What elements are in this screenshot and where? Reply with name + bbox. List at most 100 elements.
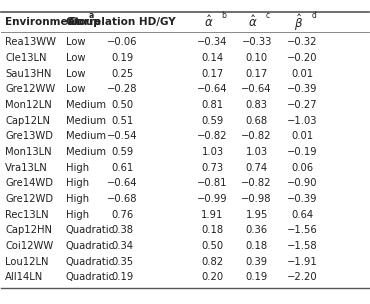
Text: $\hat{\beta}$: $\hat{\beta}$ [294,12,303,33]
Text: Low: Low [65,53,85,63]
Text: 0.20: 0.20 [202,272,223,282]
Text: 0.59: 0.59 [201,116,224,126]
Text: Sau13HN: Sau13HN [5,69,51,79]
Text: −0.28: −0.28 [107,85,138,95]
Text: Cap12LN: Cap12LN [5,116,50,126]
Text: Mon13LN: Mon13LN [5,147,52,157]
Text: −0.90: −0.90 [287,178,318,188]
Text: 1.95: 1.95 [245,210,268,220]
Text: Quadratic: Quadratic [65,257,115,267]
Text: 1.03: 1.03 [202,147,223,157]
Text: Coi12WW: Coi12WW [5,241,53,251]
Text: −0.81: −0.81 [197,178,228,188]
Text: Lou12LN: Lou12LN [5,257,48,267]
Text: 0.35: 0.35 [111,257,134,267]
Text: 0.25: 0.25 [111,69,134,79]
Text: Mon12LN: Mon12LN [5,100,52,110]
Text: −1.58: −1.58 [287,241,318,251]
Text: Quadratic: Quadratic [65,226,115,235]
Text: Medium: Medium [65,116,106,126]
Text: c: c [266,11,270,20]
Text: 0.10: 0.10 [246,53,268,63]
Text: −0.20: −0.20 [287,53,318,63]
Text: −0.19: −0.19 [287,147,318,157]
Text: 0.18: 0.18 [246,241,268,251]
Text: 0.64: 0.64 [292,210,313,220]
Text: 0.18: 0.18 [202,226,223,235]
Text: Gre12WW: Gre12WW [5,85,55,95]
Text: 0.19: 0.19 [111,53,134,63]
Text: 0.82: 0.82 [202,257,223,267]
Text: 0.61: 0.61 [111,163,134,173]
Text: 0.01: 0.01 [292,69,313,79]
Text: −0.27: −0.27 [287,100,318,110]
Text: a: a [88,11,94,20]
Text: Group: Group [65,17,101,27]
Text: −2.20: −2.20 [287,272,318,282]
Text: Rec13LN: Rec13LN [5,210,49,220]
Text: $\hat{\alpha}$: $\hat{\alpha}$ [248,14,258,30]
Text: All14LN: All14LN [5,272,43,282]
Text: 0.50: 0.50 [202,241,223,251]
Text: 1.03: 1.03 [246,147,268,157]
Text: 1.91: 1.91 [201,210,224,220]
Text: 0.19: 0.19 [245,272,268,282]
Text: 0.17: 0.17 [245,69,268,79]
Text: −0.64: −0.64 [241,85,272,95]
Text: −0.54: −0.54 [107,131,138,141]
Text: 0.83: 0.83 [246,100,268,110]
Text: −0.64: −0.64 [197,85,228,95]
Text: −0.06: −0.06 [107,37,138,47]
Text: b: b [222,11,226,20]
Text: 0.06: 0.06 [292,163,313,173]
Text: −1.56: −1.56 [287,226,318,235]
Text: 0.17: 0.17 [201,69,224,79]
Text: Cle13LN: Cle13LN [5,53,47,63]
Text: 0.74: 0.74 [246,163,268,173]
Text: −0.98: −0.98 [241,194,272,204]
Text: Rea13WW: Rea13WW [5,37,56,47]
Text: −0.64: −0.64 [107,178,138,188]
Text: Gre14WD: Gre14WD [5,178,53,188]
Text: 0.81: 0.81 [202,100,223,110]
Text: 0.76: 0.76 [111,210,134,220]
Text: $\hat{\alpha}$: $\hat{\alpha}$ [204,14,213,30]
Text: 0.19: 0.19 [111,272,134,282]
Text: 0.68: 0.68 [246,116,268,126]
Text: −0.39: −0.39 [287,85,318,95]
Text: Medium: Medium [65,131,106,141]
Text: 0.14: 0.14 [202,53,223,63]
Text: −0.32: −0.32 [287,37,318,47]
Text: High: High [65,178,89,188]
Text: 0.50: 0.50 [111,100,134,110]
Text: 0.39: 0.39 [246,257,268,267]
Text: −1.91: −1.91 [287,257,318,267]
Text: Quadratic: Quadratic [65,272,115,282]
Text: 0.34: 0.34 [112,241,134,251]
Text: −1.03: −1.03 [287,116,318,126]
Text: Medium: Medium [65,100,106,110]
Text: −0.68: −0.68 [107,194,138,204]
Text: 0.36: 0.36 [246,226,268,235]
Text: d: d [312,11,317,20]
Text: High: High [65,194,89,204]
Text: −0.39: −0.39 [287,194,318,204]
Text: Correlation HD/GY: Correlation HD/GY [69,17,176,27]
Text: −0.33: −0.33 [241,37,272,47]
Text: Low: Low [65,85,85,95]
Text: Cap12HN: Cap12HN [5,226,52,235]
Text: Gre13WD: Gre13WD [5,131,53,141]
Text: 0.01: 0.01 [292,131,313,141]
Text: Gre12WD: Gre12WD [5,194,53,204]
Text: −0.82: −0.82 [241,131,272,141]
Text: −0.82: −0.82 [197,131,228,141]
Text: Medium: Medium [65,147,106,157]
Text: High: High [65,210,89,220]
Text: 0.59: 0.59 [111,147,134,157]
Text: Low: Low [65,37,85,47]
Text: −0.99: −0.99 [197,194,228,204]
Text: Low: Low [65,69,85,79]
Text: 0.73: 0.73 [202,163,223,173]
Text: 0.38: 0.38 [112,226,134,235]
Text: Environment: Environment [5,17,80,27]
